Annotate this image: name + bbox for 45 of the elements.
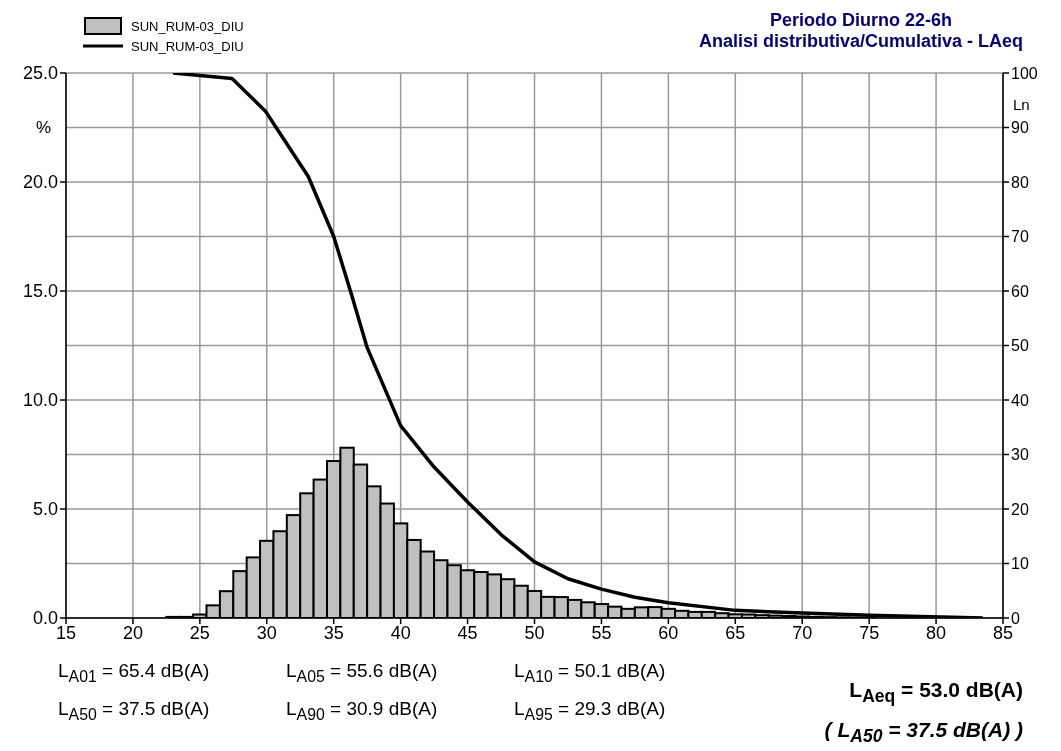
x-tick-label: 25 [189, 622, 210, 643]
y2-tick-label: 70 [1011, 228, 1029, 246]
y-tick-label: 25.0 [22, 63, 58, 84]
x-tick-label: 40 [390, 622, 411, 643]
legend-label: SUN_RUM-03_DIU [131, 18, 244, 34]
y2-tick-label: 100 [1011, 64, 1038, 82]
y-axis-title: % [36, 118, 52, 138]
text: L$_{A01}$ = 65.4 dB(A) [58, 660, 210, 686]
x-tick-label: 50 [524, 622, 545, 643]
chart-subtitle: Analisi distributiva/Cumulativa - LAeq [698, 31, 1023, 52]
legend-label: SUN_RUM-03_DIU [131, 38, 244, 54]
text: ( L$_{A50}$ = 37.5 dB(A) ) [824, 718, 1023, 748]
x-tick-label: 30 [256, 622, 277, 643]
y2-tick-label: 50 [1011, 337, 1029, 355]
x-tick-label: 60 [658, 622, 679, 643]
x-tick-label: 80 [926, 622, 947, 643]
text: L$_{A10}$ = 50.1 dB(A) [514, 660, 666, 686]
x-tick-label: 70 [792, 622, 813, 643]
y2-tick-label: 10 [1011, 555, 1029, 573]
y2-tick-label: 40 [1011, 391, 1029, 409]
y-tick-label: 5.0 [32, 499, 58, 520]
x-tick-label: 20 [122, 622, 143, 643]
x-tick-label: 35 [323, 622, 344, 643]
y-tick-label: 15.0 [22, 281, 58, 302]
y2-tick-label: 80 [1011, 173, 1029, 191]
text: L$_{Aeq}$ = 53.0 dB(A) [849, 678, 1023, 708]
y2-tick-label: 90 [1011, 119, 1029, 137]
text: L$_{A05}$ = 55.6 dB(A) [286, 660, 438, 686]
y2-tick-label: 0 [1011, 609, 1020, 627]
x-tick-label: 15 [55, 622, 77, 643]
x-tick-label: 65 [725, 622, 746, 643]
y2-axis-title: Ln [1013, 96, 1030, 113]
x-tick-label: 45 [457, 622, 478, 643]
y2-tick-label: 20 [1011, 500, 1029, 518]
y-tick-label: 10.0 [22, 390, 58, 411]
x-tick-label: 75 [859, 622, 880, 643]
x-tick-label: 55 [591, 622, 612, 643]
text: L$_{A50}$ = 37.5 dB(A) [58, 698, 210, 724]
y-tick-label: 0.0 [32, 608, 58, 629]
text: L$_{A90}$ = 30.9 dB(A) [286, 698, 438, 724]
y2-tick-label: 30 [1011, 446, 1029, 464]
y-tick-label: 20.0 [22, 172, 58, 193]
y2-tick-label: 60 [1011, 282, 1029, 300]
text: L$_{A95}$ = 29.3 dB(A) [514, 698, 666, 724]
chart-title: Periodo Diurno 22-6h [768, 10, 953, 31]
